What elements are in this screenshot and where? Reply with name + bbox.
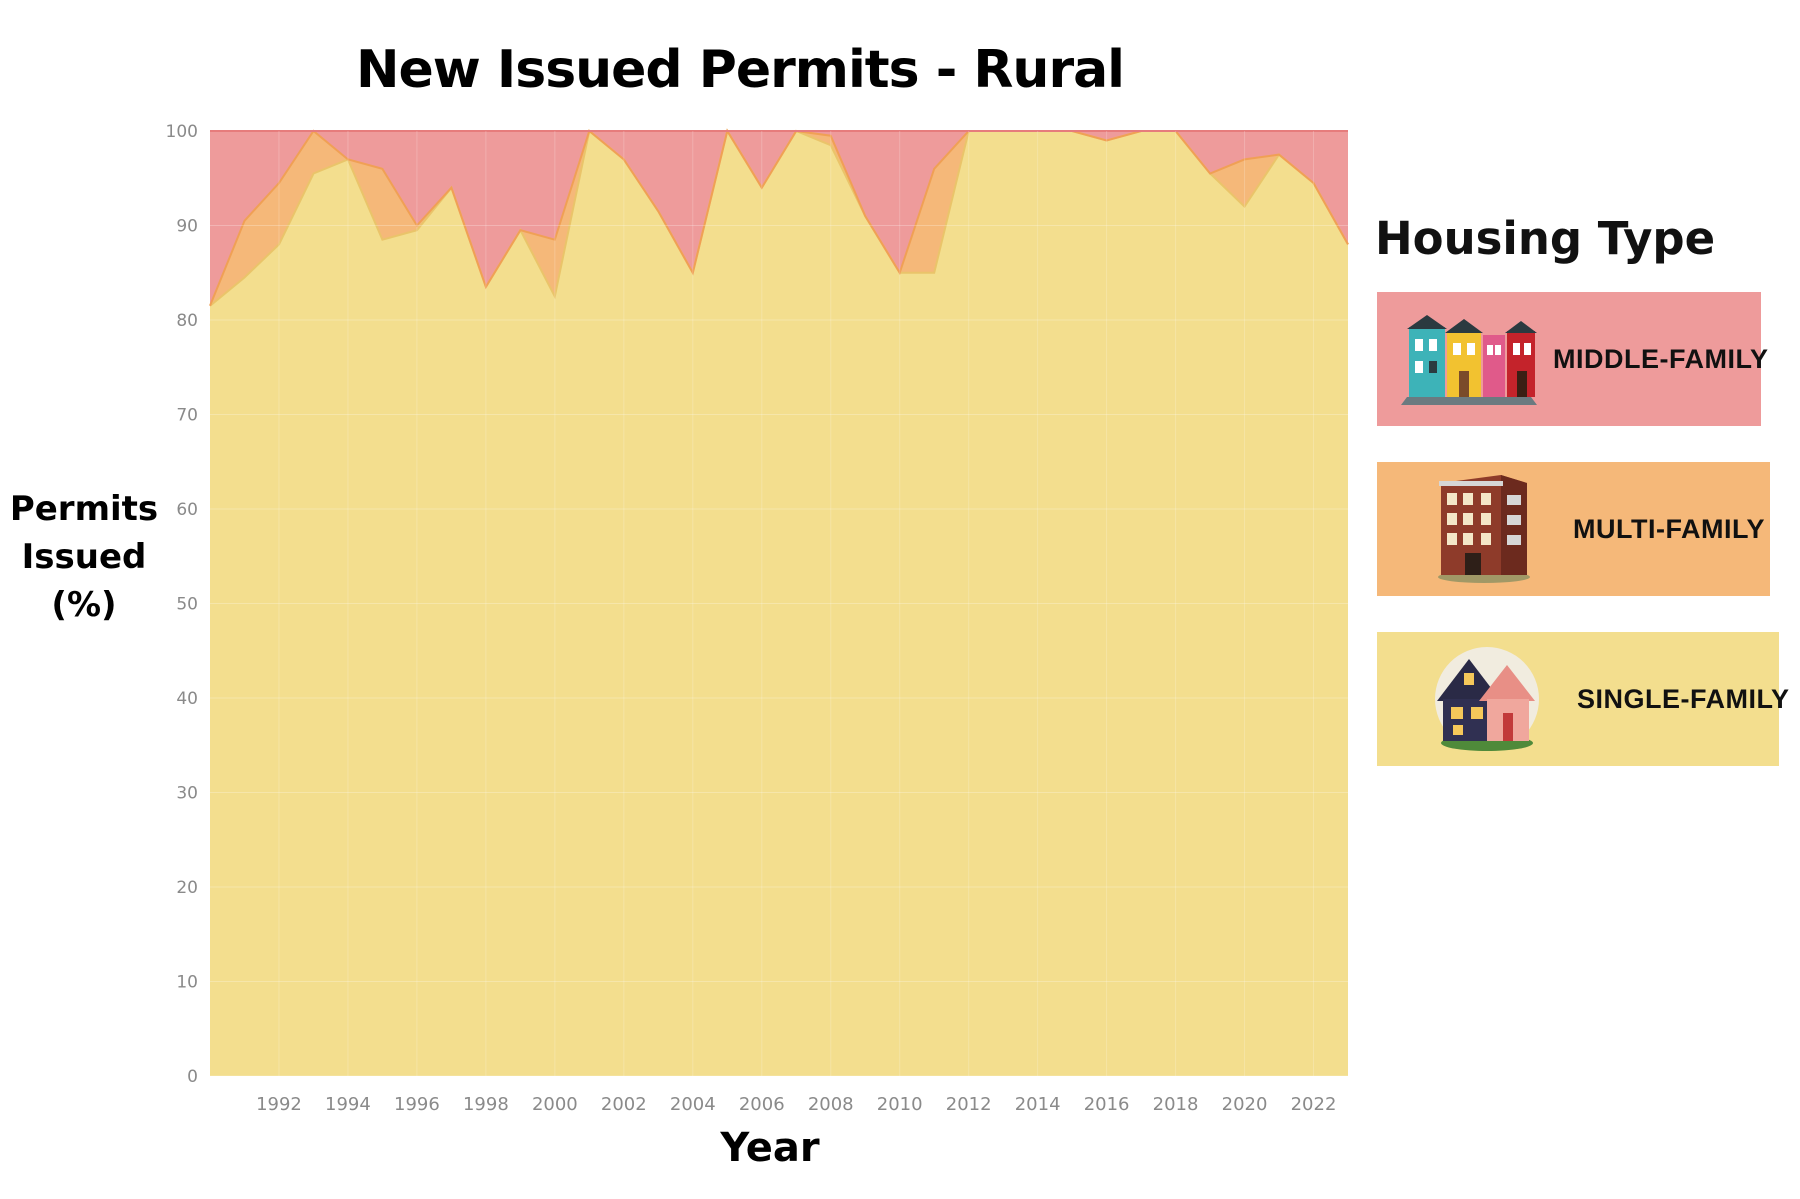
x-axis-label: Year — [720, 1125, 820, 1171]
legend-label: MIDDLE-FAMILY — [1553, 343, 1769, 374]
area-multi-family — [210, 131, 1348, 306]
y-tick-label: 20 — [176, 878, 198, 898]
y-axis-label-line: (%) — [51, 585, 117, 625]
y-axis-label-line: Permits — [9, 489, 159, 529]
row-houses-icon — [1401, 315, 1537, 405]
x-tick-label: 1994 — [325, 1094, 371, 1115]
x-tick-label: 1992 — [256, 1094, 302, 1115]
grid-lines — [210, 130, 1348, 1077]
x-tick-label: 2004 — [670, 1094, 716, 1115]
apartment-building-icon — [1438, 475, 1530, 583]
x-tick-label: 2020 — [1222, 1094, 1268, 1115]
x-tick-label: 2018 — [1153, 1094, 1199, 1115]
legend-title: Housing Type — [1375, 212, 1716, 265]
x-tick-label: 2012 — [946, 1094, 992, 1115]
legend-label: SINGLE-FAMILY — [1577, 683, 1790, 714]
house-icon — [1435, 647, 1539, 751]
x-tick-label: 2008 — [808, 1094, 854, 1115]
y-tick-label: 90 — [176, 217, 198, 237]
stacked-area-chart: 0 10 20 30 40 50 60 70 80 90 100 1992 1994 1996 1998 2… — [166, 122, 1349, 1115]
y-tick-labels: 0 10 20 30 40 50 60 70 80 90 100 — [166, 122, 198, 1087]
x-tick-label: 2002 — [601, 1094, 647, 1115]
y-axis-label: Permits Issued (%) — [0, 485, 168, 629]
x-tick-label: 2000 — [532, 1094, 578, 1115]
x-tick-label: 2010 — [877, 1094, 923, 1115]
y-tick-label: 80 — [176, 311, 198, 331]
x-tick-label: 1998 — [463, 1094, 509, 1115]
x-tick-label: 2022 — [1291, 1094, 1337, 1115]
area-middle-family — [210, 131, 1348, 306]
y-tick-label: 30 — [176, 784, 198, 804]
x-tick-label: 2016 — [1084, 1094, 1130, 1115]
legend-item-single-family: SINGLE-FAMILY — [1377, 632, 1789, 766]
legend-label: MULTI-FAMILY — [1573, 513, 1765, 544]
legend-item-multi-family: MULTI-FAMILY — [1377, 462, 1770, 596]
x-tick-label: 1996 — [394, 1094, 440, 1115]
legend-item-middle-family: MIDDLE-FAMILY — [1377, 292, 1768, 426]
y-tick-label: 60 — [176, 500, 198, 520]
y-tick-label: 70 — [176, 406, 198, 426]
x-tick-label: 2014 — [1015, 1094, 1061, 1115]
y-tick-label: 50 — [176, 595, 198, 615]
y-tick-label: 10 — [176, 973, 198, 993]
y-tick-label: 100 — [166, 122, 198, 142]
area-series — [209, 128, 1349, 1076]
area-single-family — [210, 131, 1348, 1076]
chart-title: New Issued Permits - Rural — [355, 40, 1125, 100]
x-tick-labels: 1992 1994 1996 1998 2000 2002 2004 2006 2008 2010… — [256, 1094, 1336, 1115]
y-tick-label: 0 — [187, 1067, 198, 1087]
y-tick-label: 40 — [176, 689, 198, 709]
x-tick-label: 2006 — [739, 1094, 785, 1115]
y-axis-label-line: Issued — [21, 537, 147, 577]
